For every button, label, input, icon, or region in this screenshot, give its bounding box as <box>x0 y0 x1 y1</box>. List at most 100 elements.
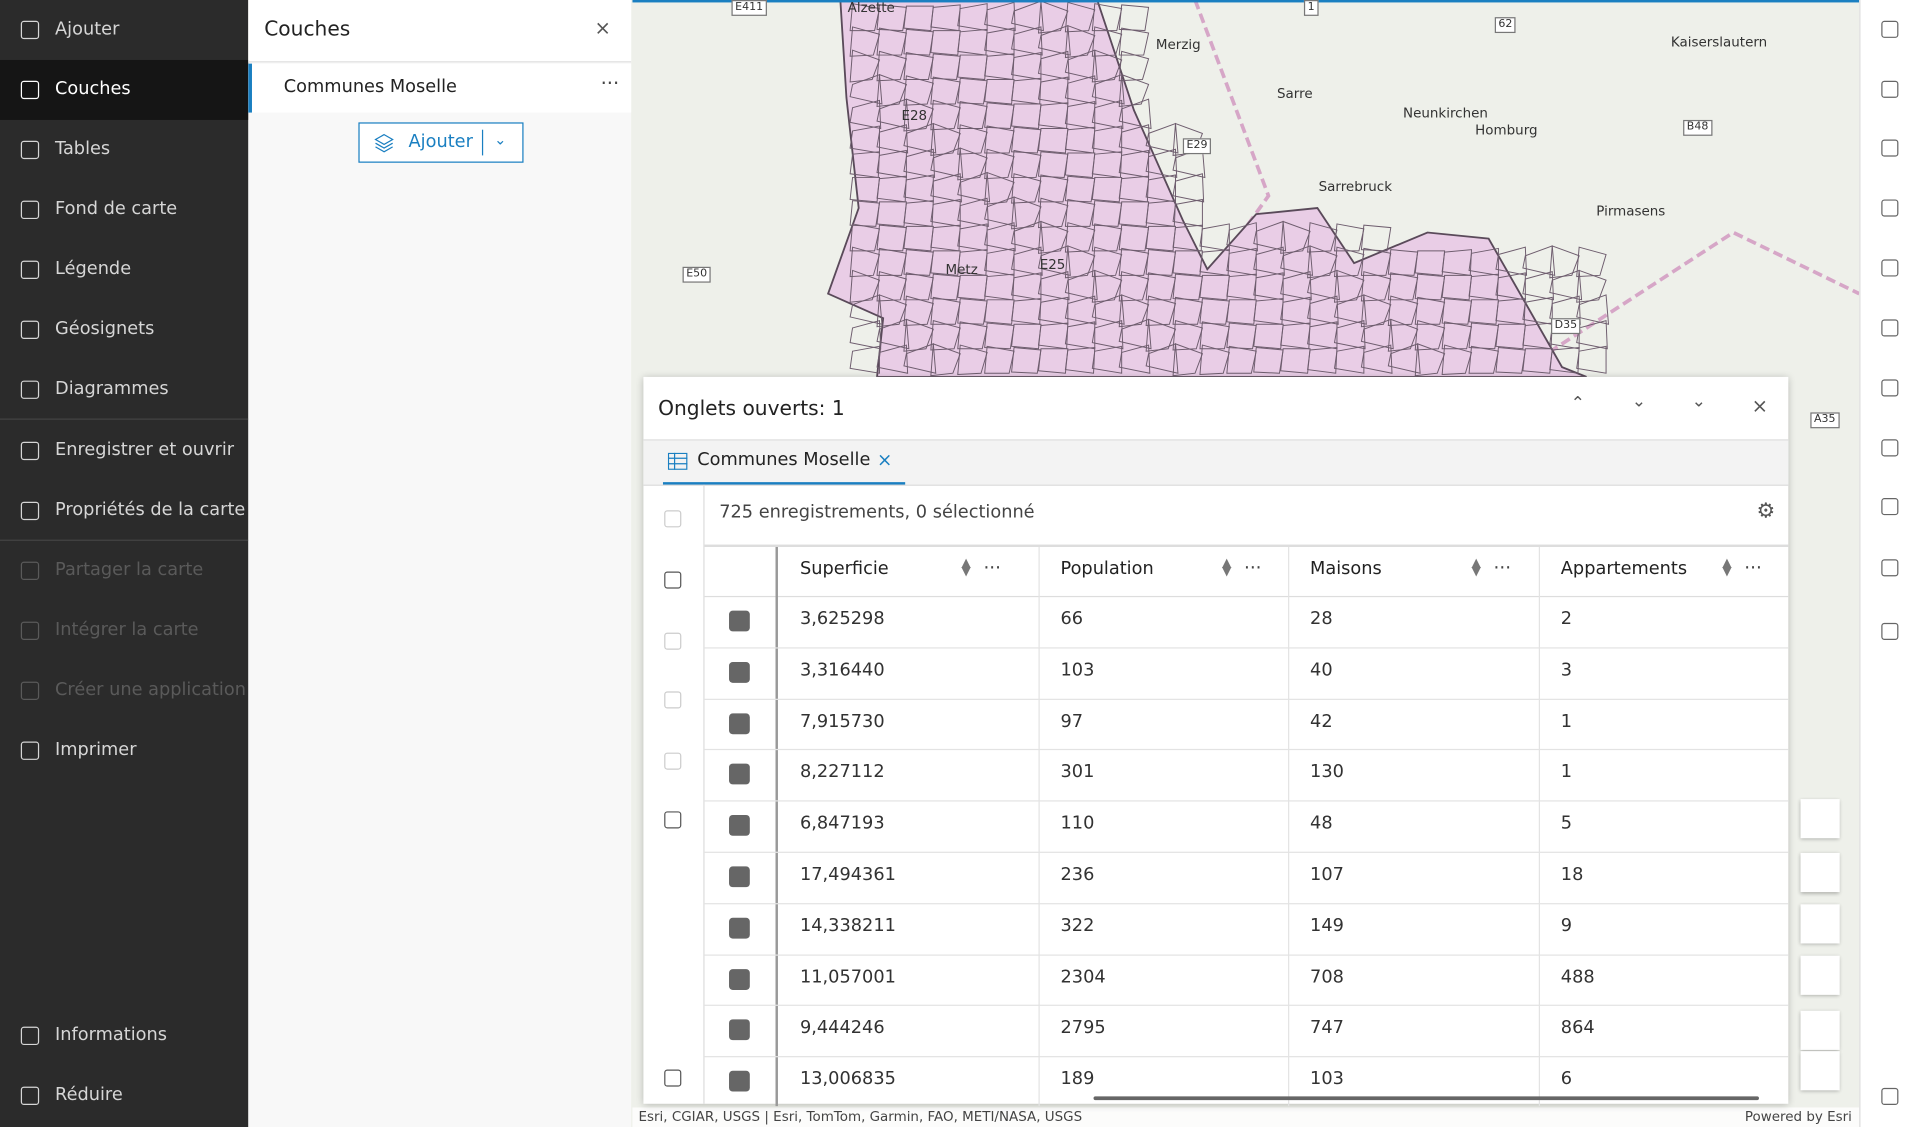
row-checkbox[interactable] <box>729 968 750 990</box>
cell: 1 <box>1560 711 1573 732</box>
table-tool[interactable] <box>663 1068 683 1088</box>
map-button[interactable] <box>1800 1051 1840 1091</box>
sidebar-item[interactable]: Imprimer <box>0 721 248 781</box>
sidebar-item[interactable]: Diagrammes <box>0 360 248 420</box>
sidebar-item[interactable]: Ajouter <box>0 0 248 60</box>
sort[interactable]: ▲ ▼ <box>1722 556 1732 579</box>
row-checkbox[interactable] <box>729 815 750 837</box>
tool-button[interactable] <box>1880 138 1900 158</box>
sidebar-item[interactable]: Géosignets <box>0 300 248 360</box>
row-checkbox[interactable] <box>729 917 750 939</box>
tab-close[interactable]: × <box>877 449 893 472</box>
sidebar-label: Légende <box>55 259 132 280</box>
column-menu[interactable]: ··· <box>1243 556 1262 579</box>
tool-button[interactable] <box>1880 20 1900 40</box>
map-button[interactable] <box>1800 904 1840 944</box>
commune <box>1118 344 1151 374</box>
close[interactable]: × <box>1751 394 1769 418</box>
table-tool[interactable] <box>663 690 683 710</box>
tool-button[interactable] <box>1880 622 1900 642</box>
tool-button[interactable] <box>1880 318 1900 338</box>
map-button[interactable] <box>1800 1010 1840 1050</box>
dropdown[interactable]: ⌄ <box>494 130 507 149</box>
row-checkbox[interactable] <box>729 661 750 683</box>
commune <box>930 273 961 301</box>
table-tool[interactable] <box>663 631 683 651</box>
commune <box>1307 346 1338 374</box>
tool-button[interactable] <box>1880 80 1900 100</box>
tool-button[interactable] <box>1880 258 1900 278</box>
tool-button[interactable] <box>1880 1087 1900 1107</box>
sort[interactable]: ▲ ▼ <box>1471 556 1481 579</box>
icon <box>20 1086 40 1106</box>
table-tool[interactable] <box>663 570 683 590</box>
sort[interactable]: ▲ ▼ <box>961 556 971 579</box>
minimize[interactable]: ⌄ <box>1691 391 1707 412</box>
layer-row[interactable]: Communes Moselle ··· <box>248 63 632 113</box>
table-tool[interactable] <box>663 509 683 529</box>
column-menu[interactable]: ··· <box>1493 556 1512 579</box>
cell: 130 <box>1310 762 1344 783</box>
sidebar-item[interactable]: Enregistrer et ouvrir <box>0 421 248 481</box>
sidebar-item[interactable]: Informations <box>0 1006 248 1066</box>
cell: 236 <box>1060 865 1095 885</box>
map-button[interactable] <box>1800 852 1840 893</box>
sort[interactable]: ▲ ▼ <box>1221 556 1232 579</box>
commune <box>1253 220 1287 252</box>
row-checkbox[interactable] <box>729 1019 750 1041</box>
scrollbar[interactable] <box>1093 1096 1759 1101</box>
icon <box>20 140 40 160</box>
row-checkbox[interactable] <box>729 712 750 734</box>
sidebar-item[interactable]: Fond de carte <box>0 180 248 240</box>
commune <box>1333 294 1367 325</box>
column-menu[interactable]: ··· <box>1744 556 1762 579</box>
commune <box>1468 322 1499 350</box>
column-header[interactable]: Superficie <box>799 559 889 579</box>
map-button[interactable] <box>1800 955 1840 995</box>
road-shield: E411 <box>731 0 767 16</box>
row-checkbox[interactable] <box>729 610 750 632</box>
icon-shape <box>20 741 40 760</box>
commune <box>1549 245 1580 279</box>
row-checkbox[interactable] <box>729 866 750 888</box>
cell-divider <box>1288 546 1290 1107</box>
add-button[interactable]: Ajouter ⌄ <box>358 122 524 163</box>
icon <box>20 681 40 700</box>
column-menu[interactable]: ··· <box>983 556 1001 579</box>
sidebar-item[interactable]: Propriétés de la carte <box>0 481 248 541</box>
column-header[interactable]: Appartements <box>1560 559 1688 579</box>
tool-button[interactable] <box>1880 558 1900 578</box>
sidebar-item[interactable]: Couches <box>0 59 249 120</box>
expand[interactable]: ⌃ <box>1570 394 1585 414</box>
close[interactable]: × <box>594 15 611 40</box>
column-header[interactable]: Population <box>1060 559 1154 579</box>
map-button[interactable] <box>1800 799 1840 839</box>
commune <box>1011 346 1042 374</box>
column-header[interactable]: Maisons <box>1310 559 1382 579</box>
tool-button[interactable] <box>1880 497 1900 517</box>
icon <box>20 80 40 100</box>
settings[interactable]: ⚙ <box>1756 499 1776 524</box>
table-tool[interactable] <box>663 810 683 830</box>
commune <box>876 271 908 302</box>
more[interactable]: ··· <box>600 70 620 95</box>
row-line <box>704 851 1789 853</box>
powered-by[interactable]: Powered by Esri <box>1744 1108 1852 1125</box>
table-tools <box>643 484 705 1104</box>
table-tool[interactable] <box>663 751 683 771</box>
sidebar-item[interactable]: Légende <box>0 240 248 300</box>
row-checkbox[interactable] <box>729 1070 750 1092</box>
commune <box>957 100 988 129</box>
collapse[interactable]: ⌄ <box>1631 391 1647 412</box>
commune <box>1333 269 1365 303</box>
commune <box>903 272 934 301</box>
tab[interactable]: Communes Moselle × <box>662 441 906 485</box>
commune <box>1091 319 1124 350</box>
tool-button[interactable] <box>1880 378 1900 398</box>
sidebar-item[interactable]: Tables <box>0 120 248 180</box>
tool-button[interactable] <box>1880 438 1900 458</box>
tool-button[interactable] <box>1880 198 1900 218</box>
sidebar-item[interactable]: Réduire <box>0 1066 248 1126</box>
row-checkbox[interactable] <box>729 764 750 785</box>
icon <box>20 380 40 399</box>
